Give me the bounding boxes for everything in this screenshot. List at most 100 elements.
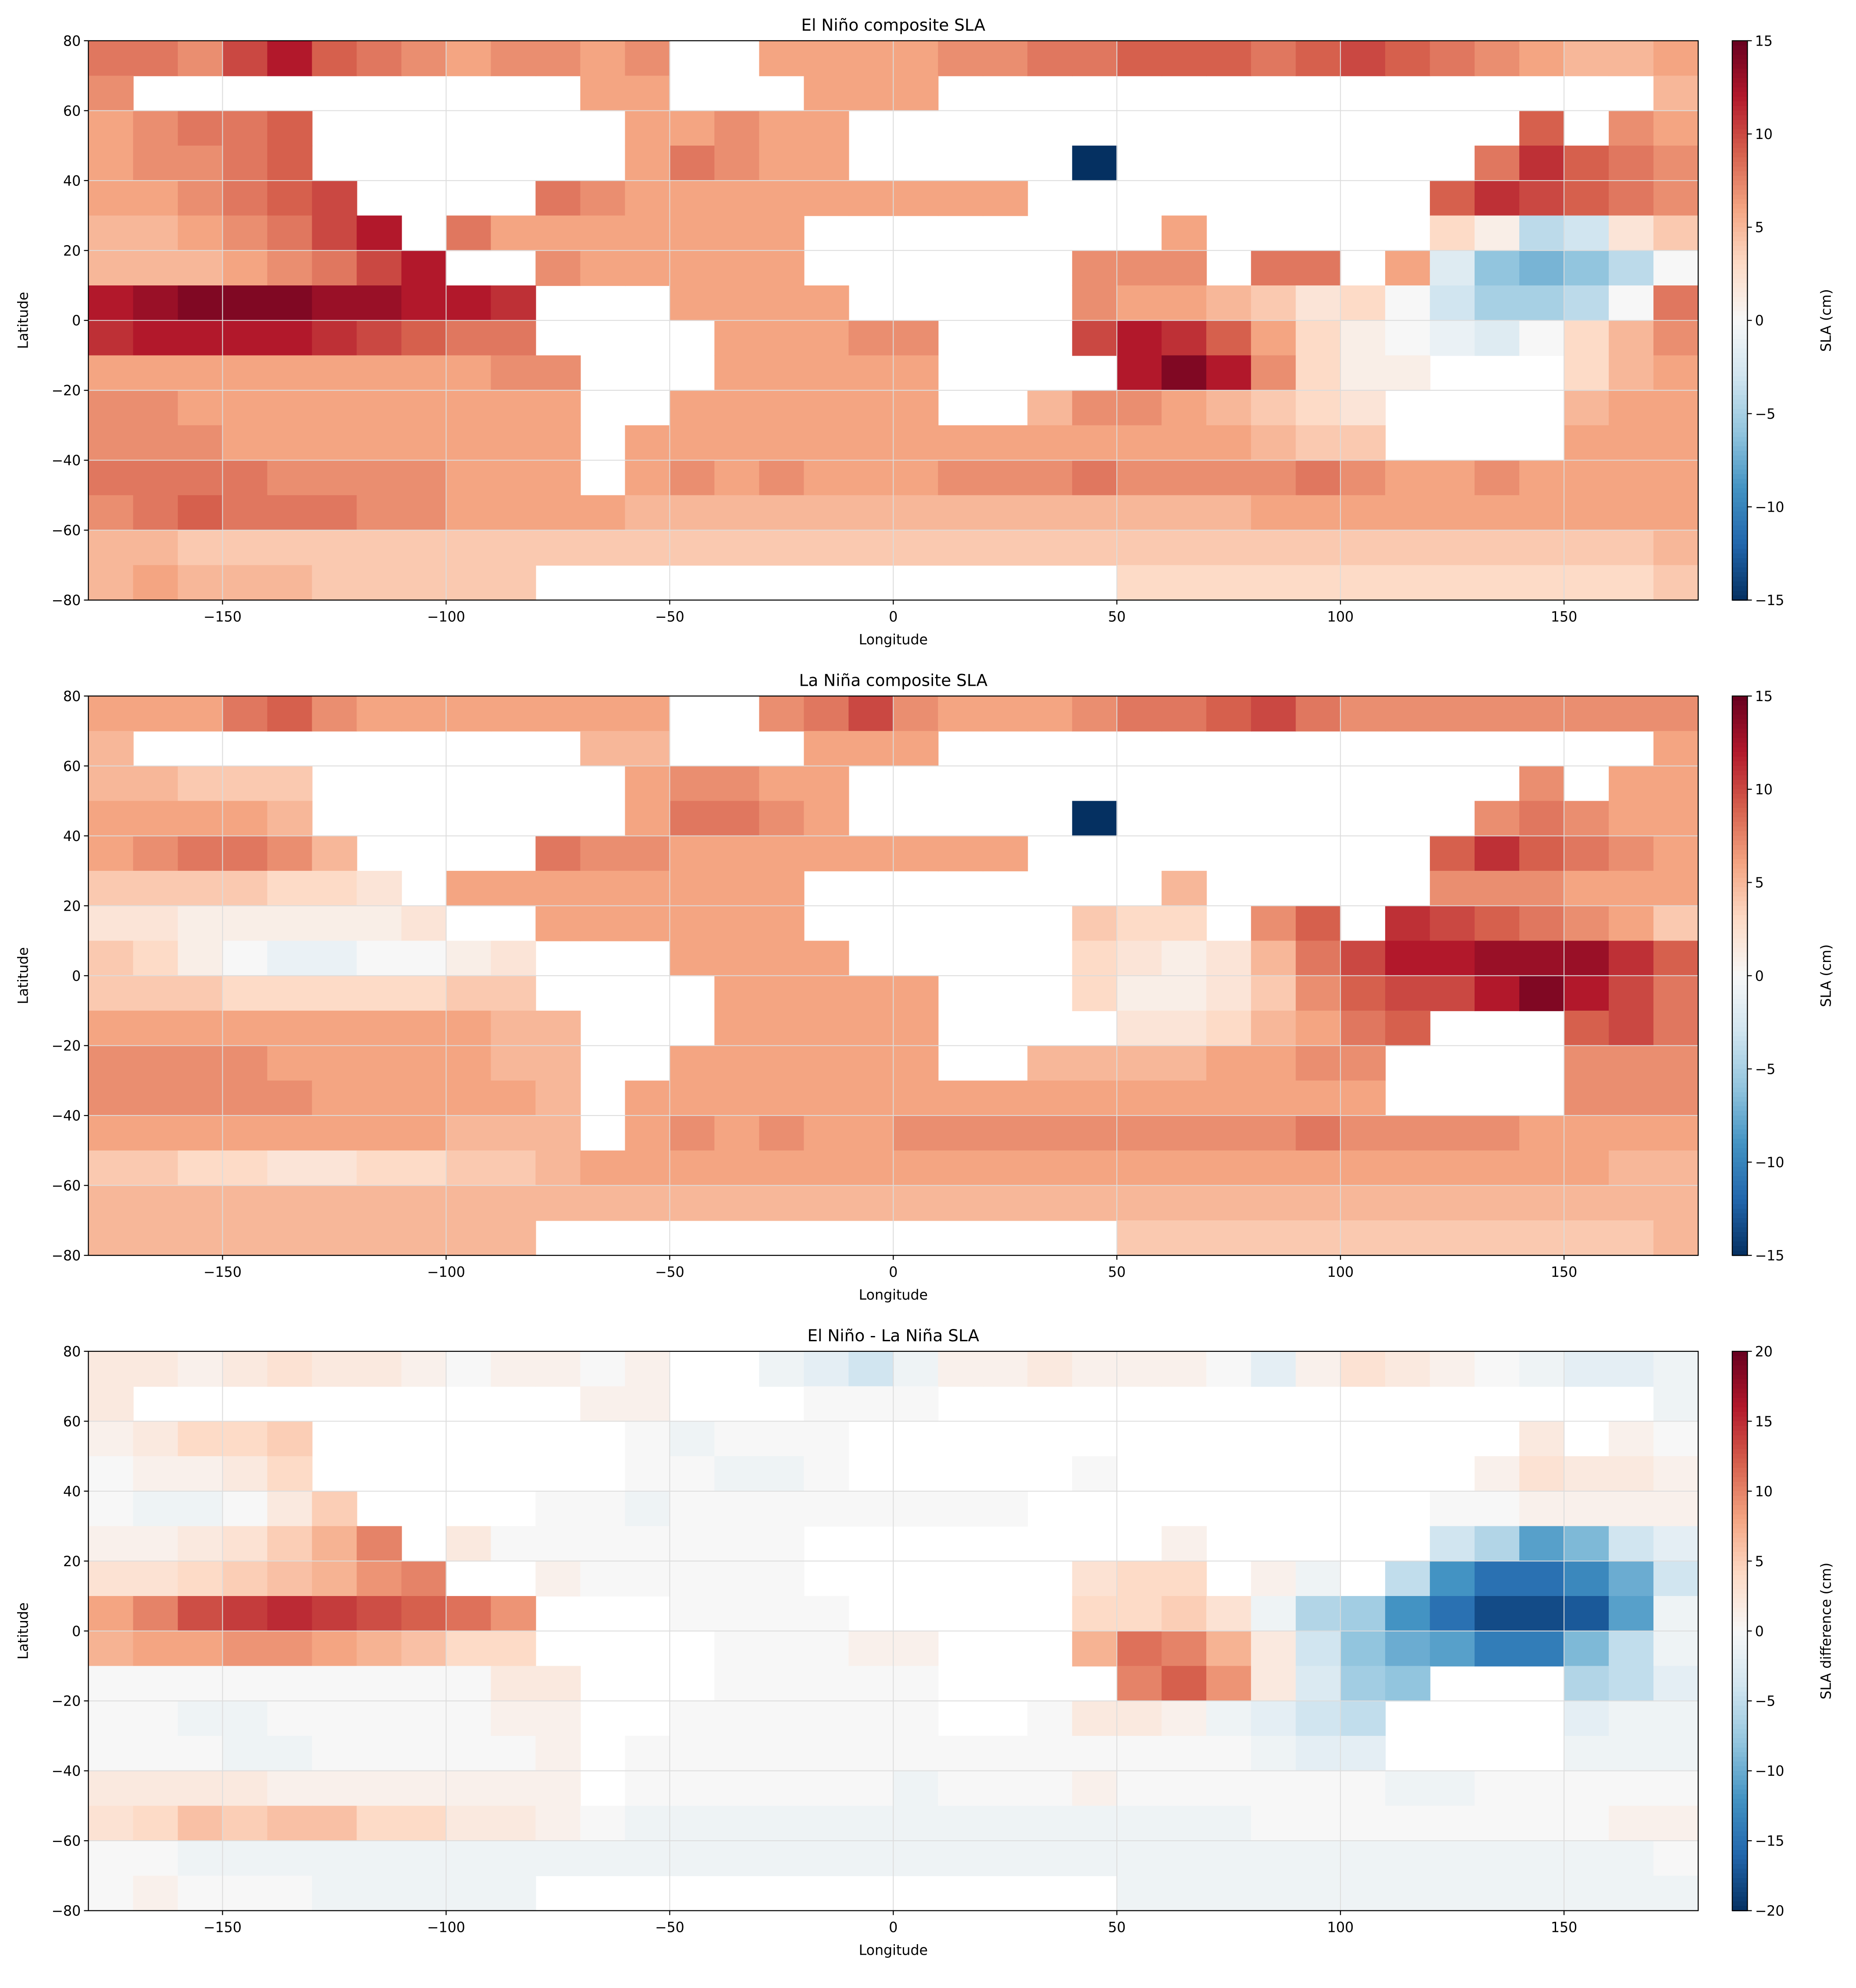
colorbar-segment — [1732, 822, 1748, 827]
heatmap-cell — [446, 1701, 492, 1737]
heatmap — [88, 40, 1699, 601]
heatmap-cell — [1296, 320, 1341, 356]
heatmap-cell — [312, 1596, 357, 1632]
colorbar-segment — [1732, 255, 1748, 260]
colorbar-segment — [1732, 171, 1748, 177]
heatmap-cell — [1564, 180, 1610, 216]
heatmap-cell — [1519, 320, 1565, 356]
heatmap-cell — [670, 495, 715, 531]
heatmap-cell — [222, 1456, 268, 1492]
heatmap-cell — [1475, 871, 1520, 906]
colorbar-segment — [1732, 1710, 1748, 1716]
colorbar-segment — [1732, 1617, 1748, 1622]
heatmap-cell — [535, 871, 581, 906]
colorbar-segment — [1732, 572, 1748, 577]
heatmap-cell — [133, 1010, 178, 1046]
heatmap-cell — [848, 1631, 894, 1667]
colorbar-segment — [1732, 905, 1748, 911]
chart-title: La Niña composite SLA — [799, 670, 987, 690]
heatmap-cell — [1251, 1806, 1297, 1842]
heatmap-cell — [535, 530, 581, 566]
heatmap-cell — [1653, 976, 1699, 1012]
heatmap-cell — [1117, 941, 1162, 976]
heatmap-cell — [222, 976, 268, 1012]
heatmap-cell — [446, 285, 492, 321]
heatmap-cell — [670, 1045, 715, 1081]
heatmap-cell — [893, 1806, 939, 1842]
heatmap-cell — [714, 390, 760, 426]
heatmap-cell — [848, 836, 894, 872]
heatmap-cell — [133, 1771, 178, 1806]
colorbar-segment — [1732, 1715, 1748, 1721]
heatmap-cell — [1564, 1045, 1610, 1081]
heatmap-cell — [1609, 215, 1654, 251]
heatmap-cell — [222, 40, 268, 76]
heatmap-cell — [1653, 905, 1699, 941]
heatmap-cell — [356, 1526, 402, 1562]
colorbar-segment — [1732, 933, 1748, 939]
colorbar-segment — [1732, 115, 1748, 121]
heatmap-cell — [1430, 905, 1475, 941]
y-tick-label: −60 — [51, 1178, 81, 1194]
colorbar-segment — [1732, 101, 1748, 107]
heatmap-cell — [1161, 1150, 1207, 1186]
x-tick-label: −150 — [203, 609, 242, 625]
heatmap-cell — [1251, 530, 1297, 566]
heatmap-cell — [1475, 215, 1520, 251]
heatmap-cell — [1519, 976, 1565, 1012]
heatmap-cell — [1251, 1631, 1297, 1667]
heatmap-cell — [1475, 1841, 1520, 1877]
heatmap-cell — [580, 1491, 626, 1527]
heatmap-cell — [1519, 1771, 1565, 1806]
colorbar-segment — [1732, 1439, 1748, 1445]
heatmap-cell — [312, 1561, 357, 1597]
colorbar-segment — [1732, 901, 1748, 907]
heatmap-cell — [1609, 696, 1654, 732]
heatmap-cell — [133, 976, 178, 1012]
heatmap-cell — [1340, 1841, 1386, 1877]
y-tick-label: 20 — [63, 1554, 81, 1570]
heatmap-cell — [714, 941, 760, 976]
heatmap-cell — [267, 1456, 313, 1492]
heatmap-cell — [580, 1561, 626, 1597]
heatmap-cell — [446, 460, 492, 496]
heatmap-cell — [670, 1185, 715, 1221]
heatmap-cell — [491, 941, 536, 976]
heatmap-cell — [1206, 1841, 1252, 1877]
heatmap-cell — [580, 1806, 626, 1842]
heatmap-cell — [1072, 1561, 1118, 1597]
colorbar-segment — [1732, 1115, 1748, 1121]
heatmap-cell — [535, 696, 581, 732]
heatmap-cell — [1519, 905, 1565, 941]
heatmap-cell — [848, 1735, 894, 1771]
heatmap-cell — [1296, 355, 1341, 391]
heatmap-cell — [133, 1351, 178, 1387]
colorbar-segment — [1732, 1756, 1748, 1762]
colorbar-segment — [1732, 1375, 1748, 1380]
heatmap-cell — [670, 460, 715, 496]
heatmap-cell — [1251, 1771, 1297, 1806]
heatmap-cell — [535, 250, 581, 286]
heatmap-cell — [1609, 110, 1654, 146]
heatmap-cell — [670, 1526, 715, 1562]
colorbar-segment — [1732, 1799, 1748, 1804]
y-tick-label: −20 — [51, 1038, 81, 1054]
heatmap-cell — [759, 905, 805, 941]
colorbar-segment — [1732, 836, 1748, 841]
colorbar-segment — [1732, 553, 1748, 559]
colorbar-segment — [1732, 1742, 1748, 1748]
colorbar-tick-label: 10 — [1755, 1484, 1773, 1500]
heatmap-cell — [1117, 1185, 1162, 1221]
heatmap-cell — [1296, 1596, 1341, 1632]
y-tick-label: −40 — [51, 1764, 81, 1779]
heatmap-cell — [535, 836, 581, 872]
heatmap-cell — [535, 1010, 581, 1046]
heatmap-cell — [446, 1596, 492, 1632]
heatmap-cell — [178, 215, 223, 251]
colorbar-segment — [1732, 1728, 1748, 1735]
colorbar-segment — [1732, 1635, 1748, 1641]
heatmap-cell — [1117, 320, 1162, 356]
heatmap-cell — [983, 836, 1028, 872]
colorbar-segment — [1732, 1407, 1748, 1413]
